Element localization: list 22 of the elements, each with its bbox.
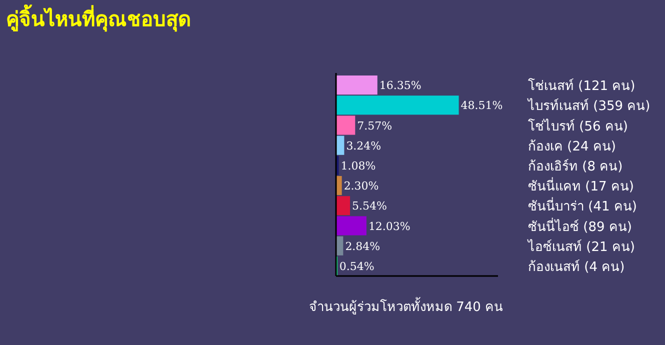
data-label: 12.03% [368,220,410,233]
y-tick-label: ก้องเอิร์ท (8 คน) [528,158,623,174]
y-tick-label: โช่เนสท์ (121 คน) [528,78,636,94]
y-tick-label: ก้องเค (24 คน) [528,139,616,154]
data-label: 48.51% [460,99,503,112]
data-label: 0.54% [339,260,374,273]
data-label: 5.54% [352,200,387,213]
y-tick-label: ซันนี่แคท (17 คน) [528,178,634,195]
y-tick-label: ซันนี่ไอซ์ (89 คน) [528,218,632,235]
data-label: 16.35% [379,79,422,92]
y-tick-label: ซันนี่บาร่า (41 คน) [528,198,637,215]
data-label: 2.84% [345,240,380,253]
text: คู่จิ้นไหนที่คุณชอบสุด [6,4,191,33]
data-label: 3.24% [346,139,382,152]
y-tick-label: ไอซ์เนสท์ (21 คน) [527,238,635,255]
y-tick-label: โช่ไบรท์ (56 คน) [528,118,628,134]
y-tick-label: ก้องเนสท์ (4 คน) [528,258,625,275]
data-label: 7.57% [357,119,392,132]
data-label: 2.30% [344,180,379,193]
data-label: 1.08% [340,159,376,172]
text: จำนวนผู้ร่วมโหวตทั้งหมด 740 คน [309,297,504,315]
y-tick-label: ไบรท์เนสท์ (359 คน) [527,98,650,114]
